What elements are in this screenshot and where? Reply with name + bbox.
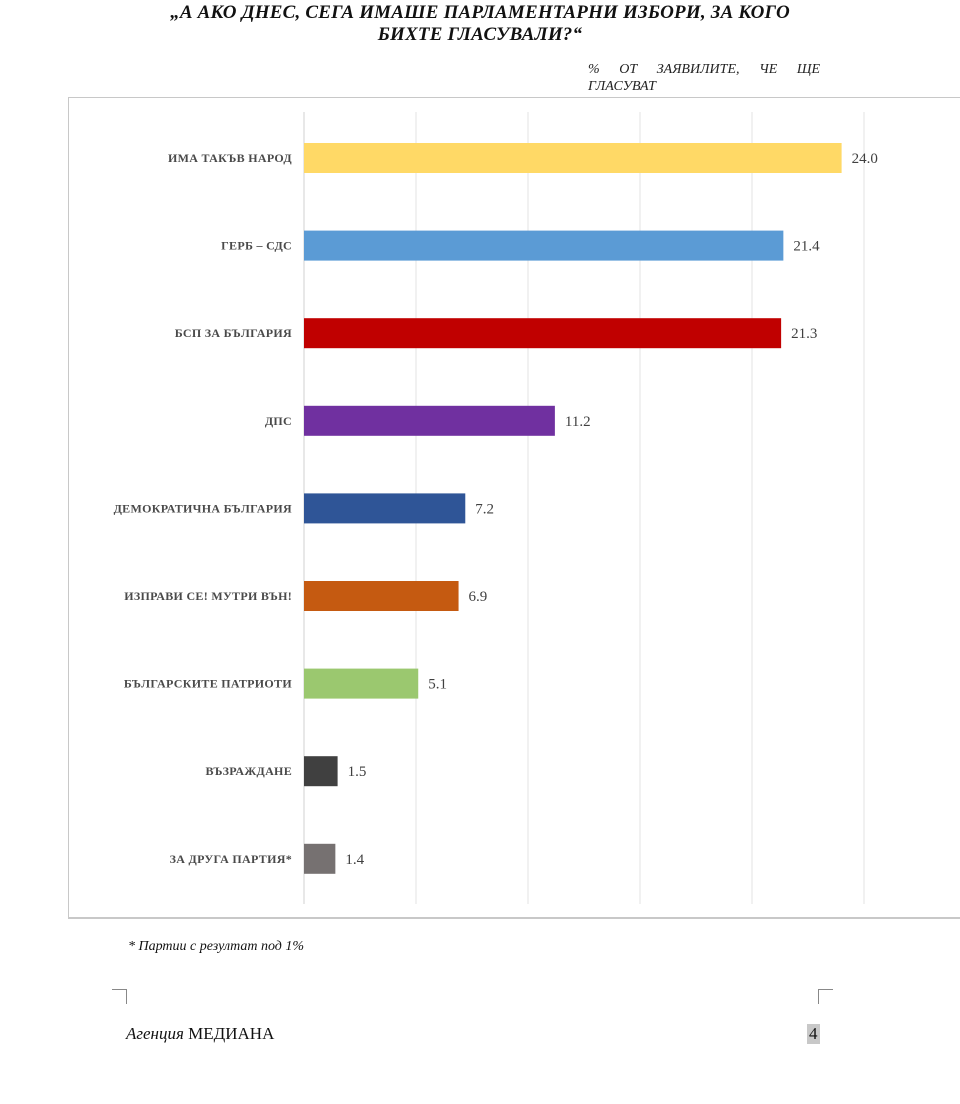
- bar: [304, 143, 842, 173]
- category-label: БЪЛГАРСКИТЕ ПАТРИОТИ: [124, 677, 292, 691]
- chart-title: „А АКО ДНЕС, СЕГА ИМАШЕ ПАРЛАМЕНТАРНИ ИЗ…: [0, 2, 960, 46]
- data-label: 21.3: [791, 326, 817, 342]
- data-label: 11.2: [565, 414, 591, 430]
- category-label: БСП ЗА БЪЛГАРИЯ: [175, 326, 292, 340]
- data-label: 24.0: [852, 151, 878, 167]
- bar-chart: ИМА ТАКЪВ НАРОД 24.0 ГЕРБ – СДС 21.4 БСП ЗА …: [114, 112, 878, 904]
- bar: [304, 318, 782, 349]
- category-label: ВЪЗРАЖДАНЕ: [206, 764, 292, 778]
- category-label: ГЕРБ – СДС: [221, 239, 292, 253]
- bar: [304, 405, 555, 436]
- bar: [304, 756, 338, 787]
- agency-prefix: Агенция: [126, 1024, 184, 1043]
- data-label: 21.4: [793, 239, 820, 255]
- chart-subtitle: % ОТ ЗАЯВИЛИТЕ, ЧЕ ЩЕ ГЛАСУВАТ: [588, 62, 820, 94]
- bar: [304, 668, 419, 699]
- page-corner-mark-right: [818, 989, 833, 1004]
- page-number: 4: [807, 1024, 820, 1044]
- chart-title-line-2: БИХТЕ ГЛАСУВАЛИ?“: [377, 24, 583, 45]
- category-label: ИЗПРАВИ СЕ! МУТРИ ВЪН!: [124, 589, 292, 603]
- category-label: ЗА ДРУГА ПАРТИЯ*: [170, 852, 292, 866]
- bar: [304, 581, 459, 611]
- page-corner-mark-left: [112, 989, 127, 1004]
- chart-frame: ИМА ТАКЪВ НАРОД 24.0 ГЕРБ – СДС 21.4 БСП ЗА …: [68, 97, 960, 919]
- category-label: ДЕМОКРАТИЧНА БЪЛГАРИЯ: [114, 501, 292, 515]
- bar: [304, 230, 784, 261]
- data-label: 1.4: [345, 852, 364, 868]
- category-label: ДПС: [265, 414, 292, 428]
- agency-name: МЕДИАНА: [188, 1024, 275, 1043]
- footnote: * Партии с резултат под 1%: [128, 939, 305, 954]
- bar: [304, 843, 336, 874]
- bar: [304, 493, 466, 524]
- category-label: ИМА ТАКЪВ НАРОД: [168, 151, 292, 165]
- data-label: 7.2: [475, 501, 494, 517]
- chart-title-line-1: „А АКО ДНЕС, СЕГА ИМАШЕ ПАРЛАМЕНТАРНИ ИЗ…: [170, 2, 790, 23]
- data-label: 5.1: [428, 677, 447, 693]
- data-label: 6.9: [469, 589, 488, 605]
- agency-footer: Агенция МЕДИАНА: [126, 1024, 274, 1044]
- data-label: 1.5: [348, 764, 367, 780]
